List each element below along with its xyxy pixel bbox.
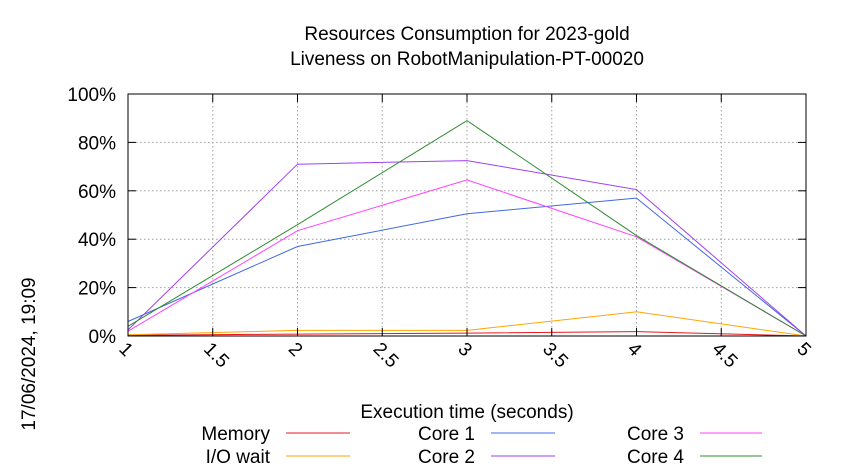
chart-title-line-1: Resources Consumption for 2023-gold [304,24,629,45]
series-line [127,160,807,337]
legend-label: I/O wait [206,447,271,468]
chart-title-line-2: Liveness on RobotManipulation-PT-00020 [290,49,644,70]
y-tick-label: 60% [78,182,116,203]
y-tick-label: 20% [78,279,116,300]
legend-label: Core 2 [418,447,475,468]
legend-label: Core 4 [627,447,684,468]
grid-lines [128,94,806,336]
y-tick-label: 40% [78,230,116,251]
y-tick-label: 80% [78,133,116,154]
y-tick-label: 0% [89,327,117,348]
legend-label: Core 1 [418,424,475,445]
timestamp-label: 17/06/2024, 19:09 [19,277,40,430]
legend-label: Core 3 [627,424,684,445]
y-tick-label: 100% [67,85,116,106]
x-axis-label: Execution time (seconds) [360,402,573,423]
series-line [127,120,807,337]
series-lines [127,120,807,337]
series-line [127,197,807,337]
legend-label: Memory [201,424,270,445]
series-line [127,179,807,337]
